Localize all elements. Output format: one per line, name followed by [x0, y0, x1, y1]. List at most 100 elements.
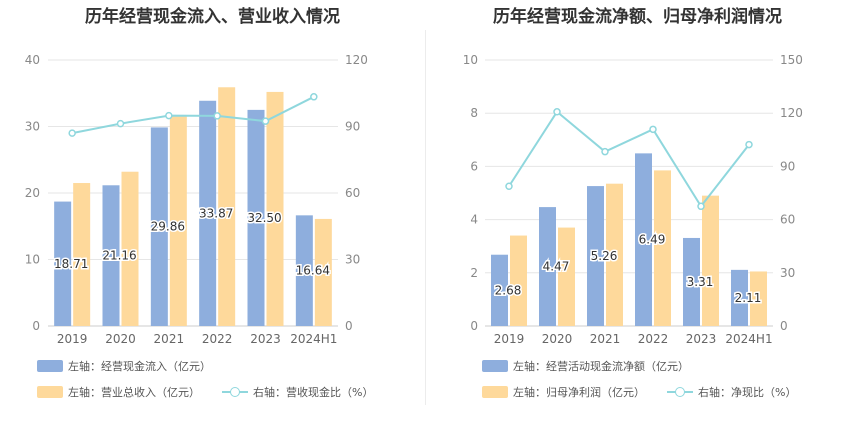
- bar-secondary: [169, 116, 187, 327]
- bar-secondary: [314, 218, 332, 326]
- x-tick-label: 2020: [542, 332, 573, 346]
- line-point: [116, 119, 125, 128]
- data-label: 18.71: [54, 257, 88, 271]
- legend-label: 右轴：营收现金比（%）: [253, 386, 374, 399]
- bar-primary: [491, 254, 508, 326]
- x-tick-label: 2023: [250, 332, 281, 346]
- bar-primary: [635, 153, 652, 326]
- y-right-tick-label: 90: [780, 159, 795, 173]
- legend: 左轴：经营现金流入（亿元）: [37, 358, 211, 374]
- data-label: 5.26: [591, 249, 618, 263]
- line-point: [68, 129, 76, 137]
- y-left-tick-label: 40: [25, 53, 40, 67]
- data-label: 29.86: [151, 220, 185, 234]
- y-right-tick-label: 60: [345, 186, 360, 200]
- bar-primary: [199, 100, 217, 327]
- line-point: [601, 147, 609, 156]
- y-left-tick-label: 0: [470, 319, 478, 333]
- bar-secondary: [654, 170, 671, 326]
- bar-primary: [102, 185, 120, 326]
- bar-secondary: [510, 235, 527, 326]
- y-left-tick-label: 30: [25, 120, 40, 134]
- y-right-tick-label: 0: [780, 319, 788, 333]
- x-tick-label: 2022: [202, 332, 233, 346]
- x-tick-label: 2024H1: [725, 332, 772, 346]
- data-label: 32.50: [247, 211, 281, 225]
- x-tick-label: 2023: [686, 332, 717, 346]
- data-label: 21.16: [102, 249, 136, 263]
- line-point: [213, 112, 221, 120]
- chart-right: 历年经营现金流净额、归母净利润情况 0 2 4 6 8 10 0 30 60 90 120 150 20…: [425, 0, 850, 437]
- line-point: [261, 117, 270, 125]
- chart-title: 历年经营现金流入、营业收入情况: [85, 7, 340, 27]
- legend-line-icon: [222, 386, 248, 398]
- bar-primary: [539, 207, 556, 326]
- y-right-tick-label: 30: [345, 253, 360, 267]
- y-right-tick-label: 120: [345, 53, 368, 67]
- chart-plot-area: 0 10 20 30 40 0 30 60 90 120 2019 2020 2021 2022 2023 2…: [25, 53, 368, 346]
- legend-label: 左轴：经营现金流入（亿元）: [68, 360, 211, 373]
- line-point: [310, 93, 318, 101]
- panel-divider: [425, 30, 426, 405]
- x-tick-label: 2024H1: [290, 332, 337, 346]
- bar-primary: [150, 127, 168, 326]
- line-point: [165, 111, 173, 120]
- legend-label: 左轴：营业总收入（亿元）: [68, 386, 200, 399]
- x-tick-label: 2021: [154, 332, 185, 346]
- y-left-tick-label: 20: [25, 186, 40, 200]
- y-left-tick-label: 4: [470, 213, 478, 227]
- bar-primary: [683, 237, 700, 326]
- bar-secondary: [266, 91, 284, 326]
- data-label: 16.64: [296, 264, 330, 278]
- x-tick-label: 2022: [638, 332, 669, 346]
- x-tick-label: 2021: [590, 332, 621, 346]
- y-left-tick-label: 10: [25, 253, 40, 267]
- y-right-tick-label: 60: [780, 213, 795, 227]
- legend-label: 左轴：经营活动现金流净额（亿元）: [513, 360, 689, 373]
- data-label: 4.47: [543, 260, 570, 274]
- line-point: [697, 202, 705, 211]
- bar-primary: [247, 109, 265, 326]
- y-right-tick-label: 120: [780, 106, 803, 120]
- legend-swatch-net-cash-flow: [482, 360, 508, 372]
- data-label: 2.68: [495, 283, 522, 297]
- data-label: 3.31: [687, 275, 714, 289]
- line-series: [71, 95, 315, 135]
- legend-swatch-cash-inflow: [37, 360, 63, 372]
- data-label: 33.87: [199, 206, 233, 220]
- legend: 左轴：营业总收入（亿元） 右轴：营收现金比（%）: [37, 384, 373, 400]
- x-tick-label: 2019: [494, 332, 525, 346]
- legend-label: 右轴：净现比（%）: [698, 386, 797, 399]
- y-right-tick-label: 30: [780, 266, 795, 280]
- legend-swatch-revenue: [37, 386, 63, 398]
- bar-secondary: [218, 87, 236, 326]
- legend: 左轴：归母净利润（亿元） 右轴：净现比（%）: [482, 384, 796, 400]
- line-series: [508, 110, 750, 209]
- chart-title: 历年经营现金流净额、归母净利润情况: [493, 7, 782, 27]
- line-point: [553, 108, 561, 116]
- bar-secondary: [702, 195, 719, 326]
- line-point: [505, 182, 513, 191]
- chart-plot-area: 0 2 4 6 8 10 0 30 60 90 120 150 2019 2020 2021 2022 2023…: [463, 53, 803, 346]
- line-point: [745, 140, 753, 149]
- bar-primary: [54, 201, 72, 326]
- bar-secondary: [606, 183, 623, 326]
- bar-secondary: [121, 171, 139, 326]
- x-tick-label: 2019: [57, 332, 88, 346]
- y-right-tick-label: 150: [780, 53, 803, 67]
- data-label: 6.49: [639, 233, 666, 247]
- y-right-tick-label: 0: [345, 319, 353, 333]
- y-right-tick-label: 90: [345, 120, 360, 134]
- bar-primary: [731, 269, 748, 326]
- legend-label: 左轴：归母净利润（亿元）: [513, 386, 645, 399]
- bar-secondary: [750, 271, 767, 326]
- x-tick-label: 2020: [105, 332, 136, 346]
- y-left-tick-label: 0: [32, 319, 40, 333]
- bar-primary: [587, 186, 604, 326]
- chart-left: 历年经营现金流入、营业收入情况 0 10 20 30 40 0 30 60 90 120 2019 2…: [25, 7, 374, 400]
- bar-secondary: [558, 227, 575, 326]
- y-left-tick-label: 6: [470, 159, 478, 173]
- bar-primary: [295, 215, 313, 326]
- y-left-tick-label: 10: [463, 53, 478, 67]
- data-label: 2.11: [735, 291, 762, 305]
